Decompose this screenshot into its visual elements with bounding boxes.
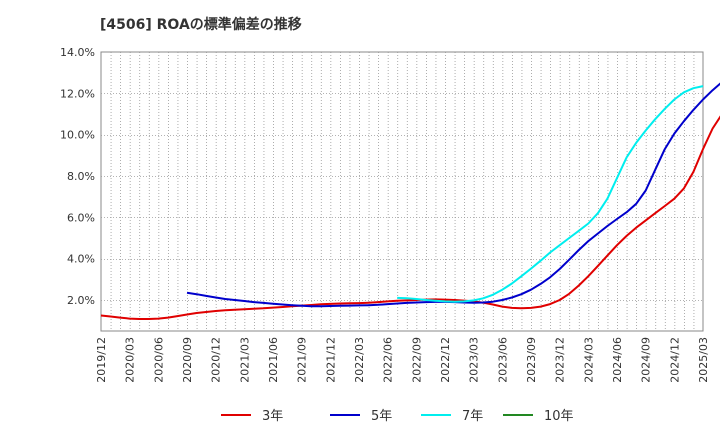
y-tick-label: 14.0% <box>60 46 95 59</box>
x-tick-label: 2020/03 <box>124 337 137 383</box>
x-tick-label: 2023/12 <box>554 337 567 383</box>
x-tick-label: 2022/03 <box>353 337 366 383</box>
x-tick-label: 2022/06 <box>382 337 395 383</box>
x-tick-label: 2020/12 <box>210 337 223 383</box>
series-line <box>100 115 720 320</box>
y-tick-label: 10.0% <box>60 129 95 142</box>
x-tick-label: 2021/09 <box>296 337 309 383</box>
x-tick-label: 2019/12 <box>95 337 108 383</box>
x-tick-label: 2023/06 <box>496 337 509 383</box>
series-lines <box>100 82 720 320</box>
y-tick-label: 8.0% <box>67 170 95 183</box>
x-tick-label: 2021/03 <box>238 337 251 383</box>
x-tick-label: 2021/12 <box>324 337 337 383</box>
legend-label: 5年 <box>371 409 392 424</box>
y-tick-label: 12.0% <box>60 87 95 100</box>
x-axis-ticks: 2019/12 2020/03 2020/06 2020/09 2020/12 2021/… <box>95 337 710 383</box>
legend-label: 10年 <box>544 409 574 424</box>
plot-area <box>100 51 704 332</box>
x-tick-label: 2024/06 <box>611 337 624 383</box>
x-tick-label: 2023/09 <box>525 337 538 383</box>
legend-label: 3年 <box>262 409 283 424</box>
y-tick-label: 6.0% <box>67 211 95 224</box>
legend-label: 7年 <box>462 409 483 424</box>
x-tick-label: 2024/09 <box>640 337 653 383</box>
x-tick-label: 2020/09 <box>181 337 194 383</box>
y-tick-label: 2.0% <box>67 294 95 307</box>
legend: 3年 5年 7年 10年 <box>221 409 574 424</box>
y-tick-label: 4.0% <box>67 253 95 266</box>
chart-title: [4506] ROAの標準偏差の推移 <box>100 16 302 33</box>
x-tick-label: 2025/03 <box>697 337 710 383</box>
x-tick-label: 2022/09 <box>410 337 423 383</box>
x-tick-label: 2022/12 <box>439 337 452 383</box>
y-axis-ticks: 2.0% 4.0% 6.0% 8.0% 10.0% 12.0% 14.0% <box>60 46 95 307</box>
x-tick-label: 2023/03 <box>468 337 481 383</box>
x-tick-label: 2024/03 <box>582 337 595 383</box>
series-line <box>397 85 704 303</box>
x-tick-label: 2021/06 <box>267 337 280 383</box>
x-tick-label: 2020/06 <box>152 337 165 383</box>
series-line <box>186 82 720 308</box>
x-tick-label: 2024/12 <box>668 337 681 383</box>
